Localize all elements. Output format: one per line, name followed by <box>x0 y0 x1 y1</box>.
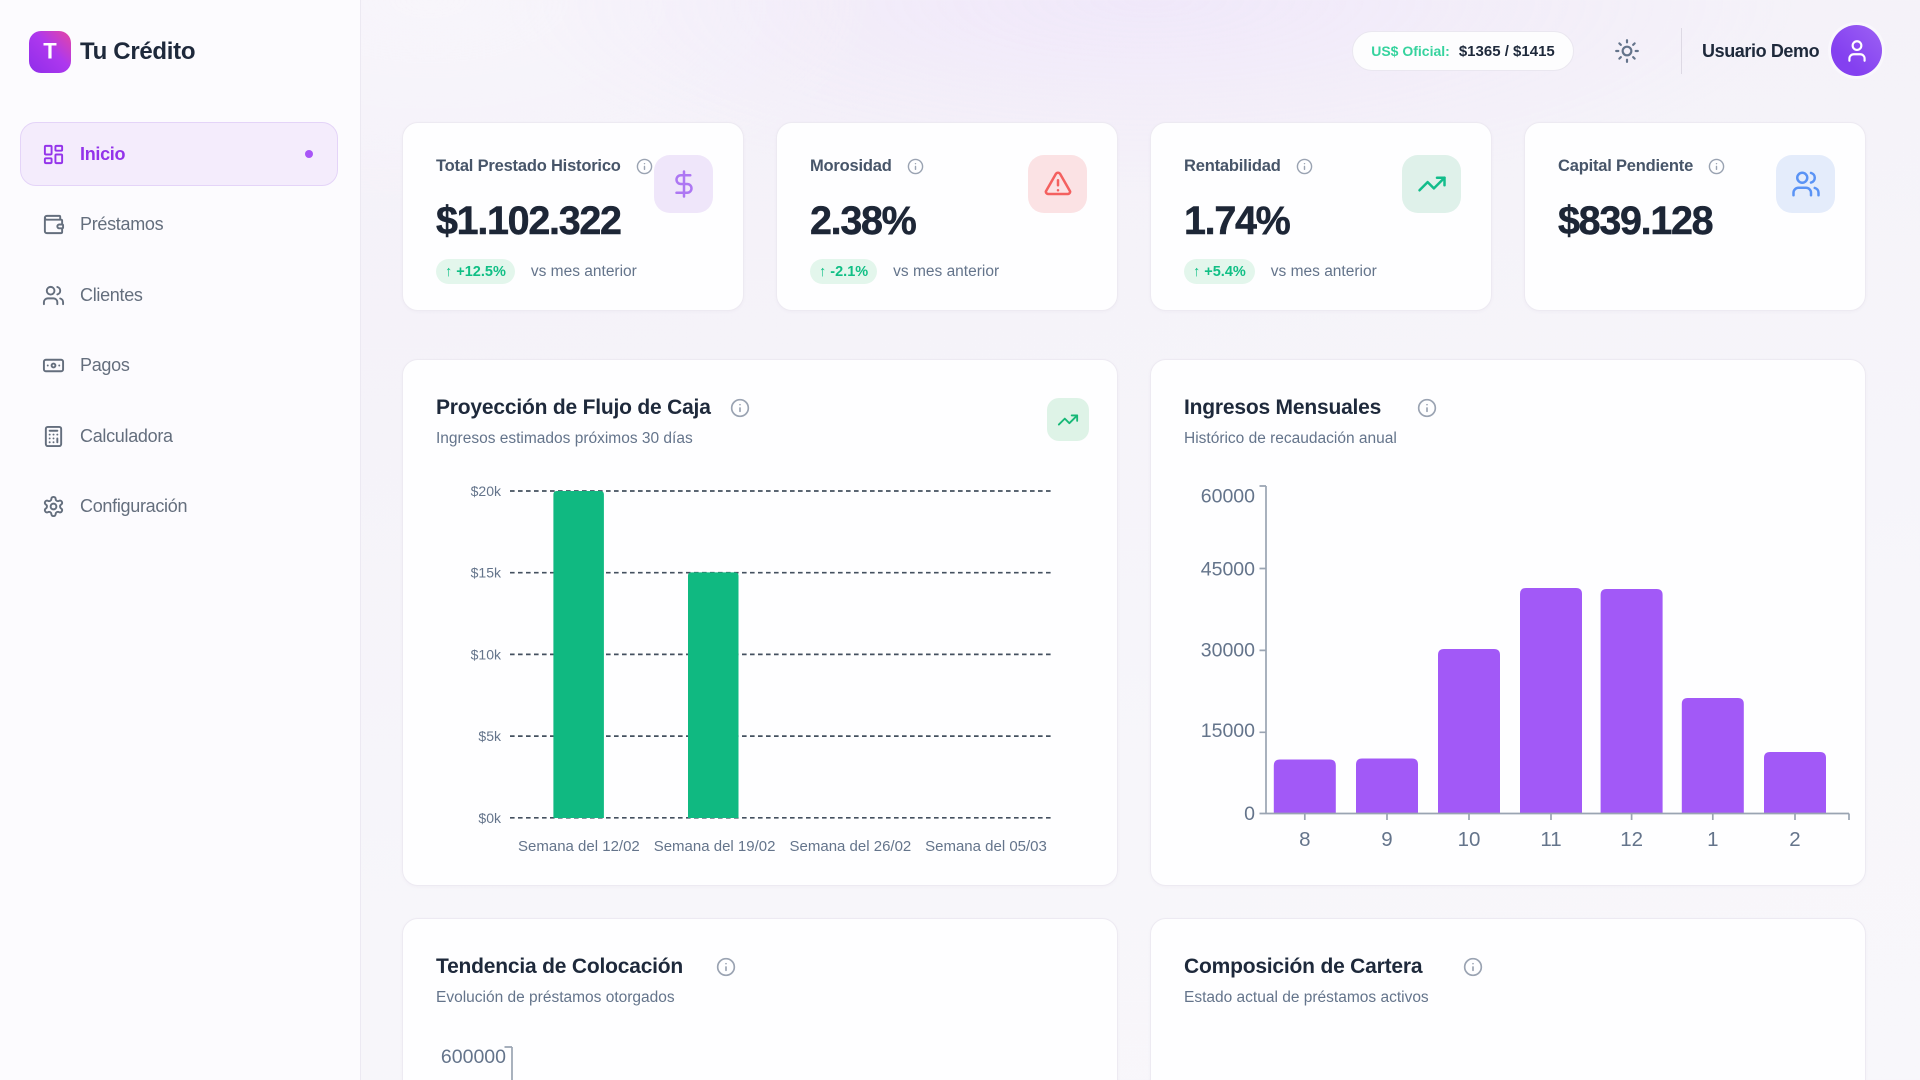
svg-text:$20k: $20k <box>471 483 502 499</box>
svg-text:9: 9 <box>1381 828 1392 851</box>
svg-text:12: 12 <box>1620 828 1643 851</box>
svg-text:60000: 60000 <box>1201 486 1255 508</box>
svg-text:Semana del 05/03: Semana del 05/03 <box>925 838 1047 855</box>
svg-text:Semana del 26/02: Semana del 26/02 <box>790 838 912 855</box>
svg-text:Semana del 12/02: Semana del 12/02 <box>518 838 640 855</box>
svg-text:0: 0 <box>1244 803 1255 825</box>
svg-text:8: 8 <box>1299 828 1310 851</box>
svg-text:Semana del 19/02: Semana del 19/02 <box>654 838 776 855</box>
svg-text:10: 10 <box>1458 828 1481 851</box>
svg-text:600000: 600000 <box>441 1046 506 1068</box>
svg-text:$10k: $10k <box>471 646 502 662</box>
svg-text:$0k: $0k <box>478 810 502 826</box>
svg-text:30000: 30000 <box>1201 639 1255 661</box>
svg-text:$15k: $15k <box>471 565 502 581</box>
svg-text:11: 11 <box>1540 828 1561 851</box>
svg-text:45000: 45000 <box>1201 558 1255 580</box>
svg-text:$5k: $5k <box>478 728 502 744</box>
svg-text:2: 2 <box>1789 828 1800 851</box>
svg-text:15000: 15000 <box>1201 720 1255 742</box>
svg-text:1: 1 <box>1707 828 1718 851</box>
